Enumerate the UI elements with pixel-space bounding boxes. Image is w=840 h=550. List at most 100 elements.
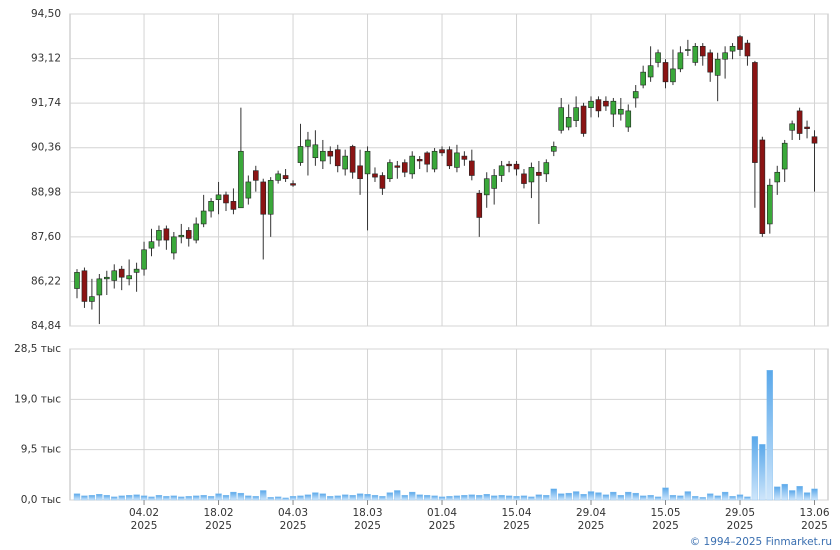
candle-body <box>81 270 88 302</box>
candle-body <box>312 144 319 159</box>
candle-body <box>573 107 579 121</box>
volume-bar <box>789 490 796 501</box>
y2-tick-label: 19,0 тыс <box>14 393 61 405</box>
x-tick-sublabel: 2025 <box>727 520 754 532</box>
candle-body <box>610 100 617 115</box>
candle-body <box>252 170 259 181</box>
candle-body <box>364 150 371 175</box>
volume-bar <box>640 495 647 501</box>
candle-body <box>290 183 296 186</box>
candle-body <box>379 175 386 189</box>
y-tick-label: 87,60 <box>31 231 61 243</box>
y-tick-label: 93,12 <box>31 53 61 65</box>
y2-tick-label: 0,0 тыс <box>21 494 61 506</box>
credit[interactable]: © 1994–2025 Finmarket.ru <box>690 536 832 548</box>
volume-bar <box>170 495 177 501</box>
candle-body <box>714 58 721 76</box>
volume-bar <box>185 496 192 501</box>
candle-body <box>498 165 505 176</box>
volume-bar <box>379 496 386 501</box>
candle-body <box>811 136 818 144</box>
volume-bar <box>88 495 96 501</box>
volume-bar <box>193 495 200 501</box>
candle-body <box>699 45 706 57</box>
volume-bar <box>431 495 438 501</box>
volume-bar <box>163 496 170 501</box>
x-tick-sublabel: 2025 <box>503 520 530 532</box>
candle-body <box>320 150 326 162</box>
volume-bar <box>617 495 624 501</box>
y-tick-label: 84,84 <box>31 320 61 332</box>
candle-body <box>476 192 483 218</box>
candle-body <box>126 275 132 280</box>
candle-body <box>111 270 118 281</box>
candle-body <box>632 91 639 99</box>
volume-bar <box>669 495 677 501</box>
candle-body <box>178 234 185 238</box>
volume-bar <box>781 483 788 501</box>
volume-bar <box>125 495 133 501</box>
volume-bar <box>744 496 751 501</box>
volume-bar <box>133 494 140 501</box>
x-tick-sublabel: 2025 <box>354 520 381 532</box>
volume-bar <box>230 491 237 501</box>
x-tick-sublabel: 2025 <box>131 520 158 532</box>
candle-body <box>565 117 572 128</box>
candle-body <box>722 52 728 60</box>
candle-body <box>625 110 632 128</box>
volume-bar <box>632 492 639 501</box>
x-tick-sublabel: 2025 <box>280 520 307 532</box>
candle-body <box>670 68 676 83</box>
candle-body <box>759 139 766 234</box>
volume-bar <box>364 494 371 501</box>
candle-body <box>267 180 274 215</box>
volume-bar <box>312 492 319 501</box>
x-tick-label: 18.03 <box>352 507 382 519</box>
volume-bar <box>282 497 289 501</box>
candle-body <box>215 194 222 201</box>
volume-bar <box>774 486 781 501</box>
candle-body <box>752 62 758 163</box>
x-tick-sublabel: 2025 <box>652 520 679 532</box>
y-tick-label: 94,50 <box>31 8 61 20</box>
volume-bar <box>297 495 304 501</box>
volume-bar <box>513 496 520 501</box>
volume-bar <box>662 487 669 501</box>
candle-body <box>334 149 341 167</box>
x-tick-sublabel: 2025 <box>429 520 456 532</box>
volume-bar <box>736 494 744 501</box>
volume-bar <box>401 495 408 501</box>
volume-bar <box>751 436 759 501</box>
volume-bar <box>505 495 513 501</box>
volume-bar <box>647 495 654 501</box>
x-tick-label: 18.02 <box>204 507 234 519</box>
candle-body <box>96 278 103 296</box>
candle-body <box>737 36 743 50</box>
x-tick-label: 01.04 <box>427 507 457 519</box>
volume-bar <box>535 494 543 501</box>
volume-bar <box>319 493 326 501</box>
y2-tick-label: 9,5 тыс <box>21 444 61 456</box>
candle-body <box>401 162 408 173</box>
candle-body <box>230 201 237 210</box>
volume-bar <box>81 495 88 501</box>
candle-body <box>118 268 125 278</box>
candle-body <box>141 249 147 270</box>
candle-body <box>387 162 393 180</box>
x-tick-sublabel: 2025 <box>578 520 605 532</box>
candle-body <box>506 163 512 167</box>
volume-bar <box>252 496 259 501</box>
candle-body <box>536 171 542 176</box>
y-tick-label: 91,74 <box>31 97 61 109</box>
volume-bar <box>684 491 692 501</box>
volume-bar <box>453 495 461 501</box>
volume-bar <box>155 495 163 501</box>
volume-bar <box>677 495 684 501</box>
volume-bar <box>237 492 245 501</box>
candle-body <box>528 167 535 183</box>
volume-bar <box>796 486 803 501</box>
candle-body <box>558 107 565 131</box>
candle-body <box>774 171 781 183</box>
volume-panel <box>69 348 829 501</box>
